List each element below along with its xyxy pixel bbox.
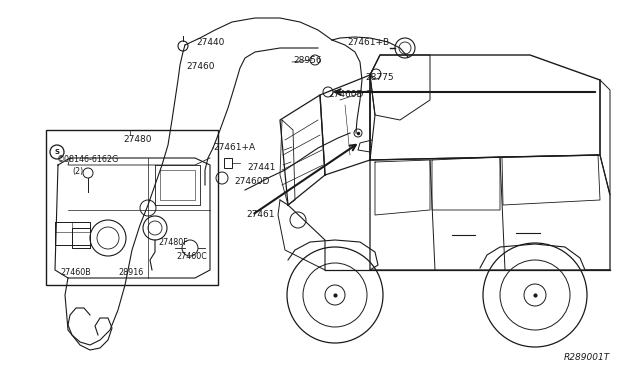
Text: 27460D: 27460D (234, 177, 269, 186)
Bar (46, 130, 218, 285)
Text: 27461+B: 27461+B (347, 38, 389, 47)
Text: 27460B: 27460B (60, 268, 91, 277)
Text: R289001T: R289001T (564, 353, 610, 362)
Text: 27480F: 27480F (158, 238, 188, 247)
Text: 27480: 27480 (123, 135, 152, 144)
Text: ©08146-6162G: ©08146-6162G (57, 155, 119, 164)
Text: 27440: 27440 (196, 38, 225, 47)
Text: 28916: 28916 (118, 268, 143, 277)
Text: 27461: 27461 (246, 210, 275, 219)
Text: S: S (54, 149, 60, 155)
Text: 27460D: 27460D (328, 90, 364, 99)
Text: 27460C: 27460C (176, 252, 207, 261)
Text: 27460: 27460 (186, 62, 214, 71)
Text: 27441: 27441 (247, 163, 275, 172)
Text: 27461+A: 27461+A (213, 143, 255, 152)
Text: 28775: 28775 (365, 73, 394, 82)
Text: (2): (2) (72, 167, 83, 176)
Text: 28956: 28956 (293, 56, 322, 65)
